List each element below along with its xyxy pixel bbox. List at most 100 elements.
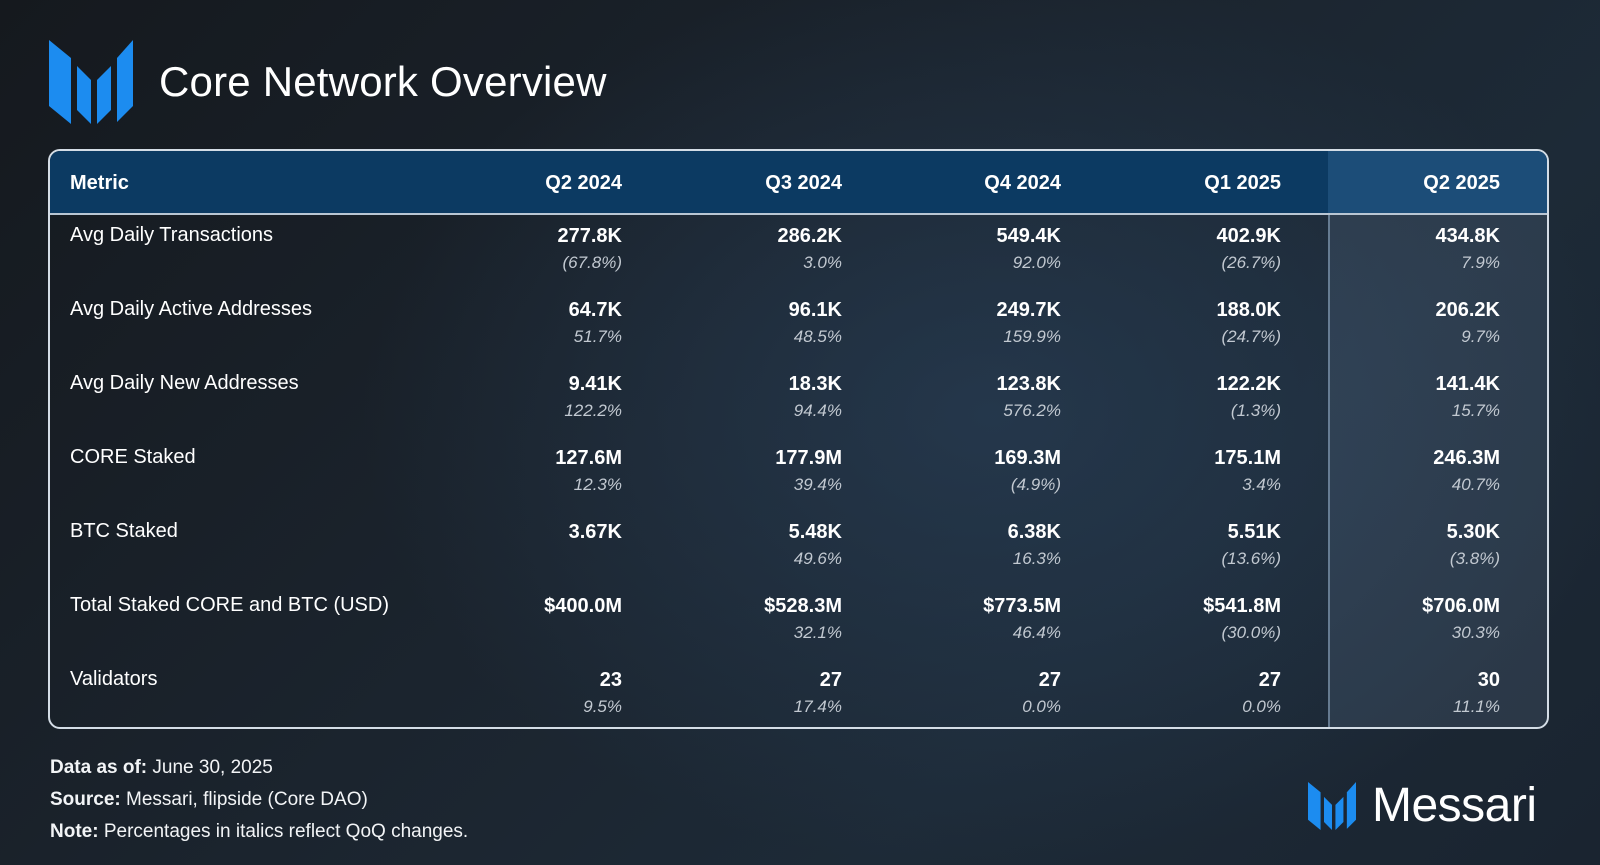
column-header-q4-2024: Q4 2024 [984,172,1061,194]
table-cell: 18.3K 94.4% [642,372,842,424]
cell-value: $400.0M [544,595,622,617]
column-header-metric: Metric [70,172,129,194]
brand-logo: Messari [1308,778,1537,833]
cell-value: 27 [1038,669,1061,691]
cell-change: 12.3% [573,475,622,494]
cell-value: 175.1M [1214,447,1281,469]
table-cell: 249.7K 159.9% [861,298,1062,350]
column-header-q1-2025: Q1 2025 [1204,172,1281,194]
cell-value: 27 [819,669,842,691]
table-row-avg-daily-active-addresses: Avg Daily Active Addresses 64.7K 51.7% 96… [50,289,1547,363]
table-cell: 175.1M 3.4% [1081,446,1281,498]
table-cell: 122.2K (1.3%) [1081,372,1282,424]
table-cell: 3.67K [422,520,622,546]
note-label: Note: [50,821,99,842]
cell-value: 123.8K [996,373,1062,395]
table-cell: 286.2K 3.0% [642,224,843,276]
cell-value: 169.3M [994,447,1061,469]
cell-change: 32.1% [793,623,842,642]
cell-value: 27 [1258,669,1281,691]
data-as-of-line: Data as of: June 30, 2025 [50,752,468,784]
cell-change: 3.0% [803,253,842,272]
cell-change: 9.5% [583,697,622,716]
cell-change: 7.9% [1461,253,1500,272]
metric-label: Total Staked CORE and BTC (USD) [70,594,389,616]
table-cell: 123.8K 576.2% [861,372,1062,424]
table-cell: $541.8M (30.0%) [1081,594,1281,646]
cell-change: 0.0% [1242,697,1281,716]
table-row-avg-daily-new-addresses: Avg Daily New Addresses 9.41K 122.2% 18.3… [50,363,1547,437]
table-cell: 177.9M 39.4% [642,446,842,498]
cell-value: 277.8K [557,225,623,247]
metric-label: Avg Daily Transactions [70,224,274,246]
table-cell: 30 11.1% [1300,668,1500,720]
highlight-header-q2-2025 [1328,151,1547,213]
cell-value: 64.7K [568,299,622,321]
cell-change: (13.6%) [1221,549,1281,568]
cell-change: 48.5% [793,327,842,346]
table-cell: 277.8K (67.8%) [422,224,623,276]
cell-change: 9.7% [1461,327,1500,346]
table-cell: 434.8K 7.9% [1300,224,1501,276]
table-row-core-staked: CORE Staked 127.6M 12.3% 177.9M 39.4% 169.… [50,437,1547,511]
cell-change: 16.3% [1012,549,1061,568]
page-title: Core Network Overview [159,58,607,105]
table-cell: 127.6M 12.3% [422,446,622,498]
cell-change: 159.9% [1003,327,1061,346]
cell-value: 3.67K [568,521,622,543]
metric-label: BTC Staked [70,520,178,542]
table-cell: 23 9.5% [422,668,622,720]
cell-value: 434.8K [1435,225,1501,247]
table-cell: 27 0.0% [1081,668,1281,720]
table-cell: 6.38K 16.3% [861,520,1061,572]
cell-value: 9.41K [568,373,622,395]
metric-label: Avg Daily New Addresses [70,372,299,394]
table-cell: 96.1K 48.5% [642,298,842,350]
column-header-q2-2024: Q2 2024 [545,172,622,194]
cell-change: 15.7% [1451,401,1500,420]
cell-value: $541.8M [1203,595,1281,617]
cell-change: (30.0%) [1221,623,1281,642]
table-header: Metric Q2 2024 Q3 2024 Q4 2024 Q1 2025 Q… [50,151,1547,215]
source-line: Source: Messari, flipside (Core DAO) [50,784,468,816]
highlight-column-q2-2025 [1328,151,1547,727]
metric-label: Validators [70,668,158,690]
table-cell: 5.30K (3.8%) [1300,520,1500,572]
cell-change: 39.4% [793,475,842,494]
metric-label: Avg Daily Active Addresses [70,298,312,320]
cell-change: 51.7% [573,327,622,346]
cell-value: 127.6M [555,447,622,469]
metric-label: CORE Staked [70,446,196,468]
column-header-q3-2024: Q3 2024 [765,172,842,194]
table-cell: 27 0.0% [861,668,1061,720]
cell-change: 3.4% [1242,475,1281,494]
cell-value: 549.4K [996,225,1062,247]
cell-value: $706.0M [1422,595,1500,617]
table-cell: 9.41K 122.2% [422,372,622,424]
table-cell: 206.2K 9.7% [1300,298,1501,350]
cell-value: 6.38K [1007,521,1061,543]
cell-change: 92.0% [1012,253,1061,272]
messari-logo-icon [1308,781,1356,830]
cell-change: 122.2% [564,401,622,420]
cell-value: 5.48K [788,521,842,543]
table-cell: 5.51K (13.6%) [1081,520,1281,572]
source-value: Messari, flipside (Core DAO) [126,789,368,810]
header: Core Network Overview [49,40,607,124]
cell-value: $528.3M [764,595,842,617]
table-cell: 141.4K 15.7% [1300,372,1501,424]
table-cell: 64.7K 51.7% [422,298,622,350]
table-body: Avg Daily Transactions 277.8K (67.8%) 286… [50,215,1547,727]
table-cell: 246.3M 40.7% [1300,446,1500,498]
cell-value: 5.30K [1446,521,1500,543]
table-row-avg-daily-transactions: Avg Daily Transactions 277.8K (67.8%) 286… [50,215,1547,289]
messari-logo-icon [49,40,133,124]
cell-change: 40.7% [1451,475,1500,494]
cell-value: 246.3M [1433,447,1500,469]
cell-value: 122.2K [1216,373,1282,395]
source-label: Source: [50,789,121,810]
table-cell: 402.9K (26.7%) [1081,224,1282,276]
cell-change: 94.4% [793,401,842,420]
cell-change: (26.7%) [1221,253,1281,272]
table-row-validators: Validators 23 9.5% 27 17.4% 27 0.0% 27 0.0% … [50,659,1547,727]
